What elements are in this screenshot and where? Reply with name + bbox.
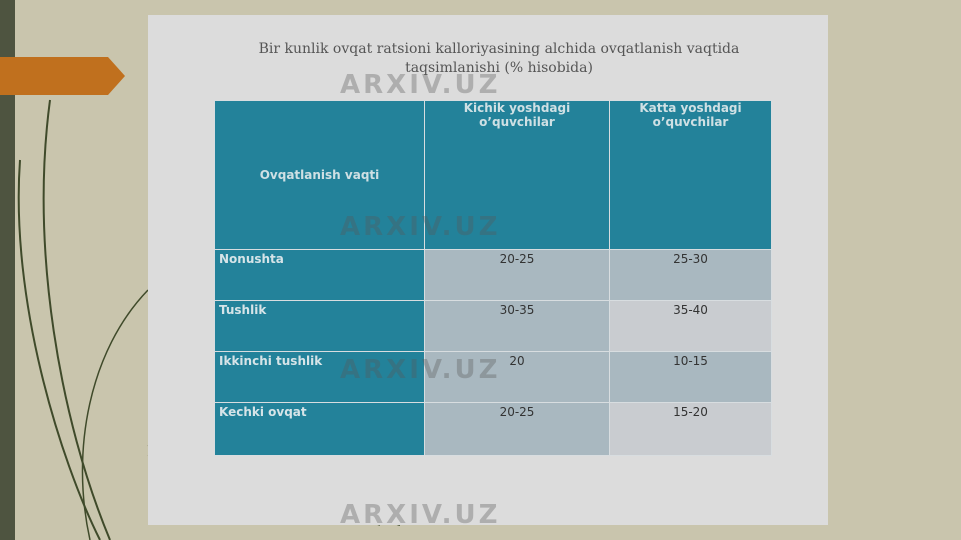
young-value: 20-25 [424, 402, 610, 456]
meal-name: Nonushta [214, 249, 425, 301]
meal-name: Kechki ovqat [214, 402, 425, 456]
meal-name: Tushlik [214, 300, 425, 352]
young-value: 20-25 [424, 249, 610, 301]
table-row: Kechki ovqat 20-25 15-20 [214, 402, 772, 456]
table-row: Nonushta 20-25 25-30 [214, 249, 772, 301]
table-row: Tushlik 30-35 35-40 [214, 300, 772, 352]
old-value: 15-20 [609, 402, 772, 456]
header-young-students: Kichik yoshdagi o’quvchilar [424, 100, 610, 250]
header-older-students: Katta yoshdagi o’quvchilar [609, 100, 772, 250]
old-value: 25-30 [609, 249, 772, 301]
meal-calorie-table: Ovqatlanish vaqti Kichik yoshdagi o’quvc… [214, 100, 772, 456]
old-value: 10-15 [609, 351, 772, 403]
table-row: Ikkinchi tushlik 20 10-15 [214, 351, 772, 403]
young-value: 30-35 [424, 300, 610, 352]
table-header-row: Ovqatlanish vaqti Kichik yoshdagi o’quvc… [214, 100, 772, 250]
left-strip [0, 0, 15, 540]
slide-title: Bir kunlik ovqat ratsioni kalloriyasinin… [258, 41, 740, 76]
orange-arrow-icon [0, 57, 125, 95]
old-value: 35-40 [609, 300, 772, 352]
header-meal-time: Ovqatlanish vaqti [214, 100, 425, 250]
young-value: 20 [424, 351, 610, 403]
meal-name: Ikkinchi tushlik [214, 351, 425, 403]
